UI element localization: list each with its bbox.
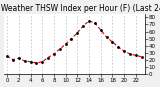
Title: Milwaukee Weather THSW Index per Hour (F) (Last 24 Hours): Milwaukee Weather THSW Index per Hour (F… <box>0 4 160 13</box>
